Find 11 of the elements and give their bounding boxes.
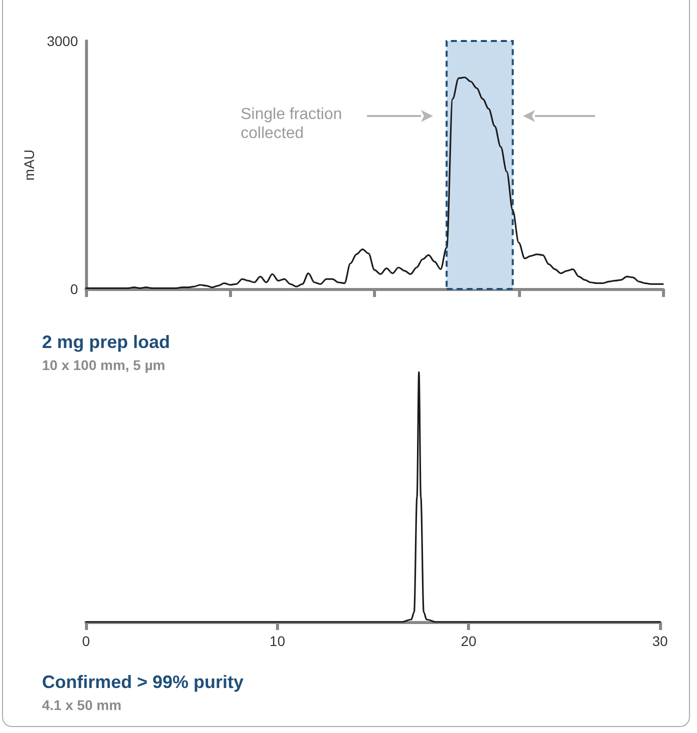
- text: 2 mg prep load: [42, 332, 170, 352]
- text: Confirmed > 99% purity: [42, 672, 244, 692]
- y-tick-label: 3000: [46, 33, 78, 49]
- annotation: Single fraction collected: [240, 105, 344, 143]
- x-tick-label: 20: [460, 633, 477, 649]
- text: 10 x 100 mm, 5 µm: [42, 357, 166, 373]
- text: 4.1 x 50 mm: [42, 697, 122, 713]
- y-axis-title: mAU: [20, 149, 37, 181]
- x-tick-label: 0: [82, 633, 90, 649]
- x-tick-label: 10: [270, 633, 286, 649]
- x-tick-label: 30: [652, 633, 668, 649]
